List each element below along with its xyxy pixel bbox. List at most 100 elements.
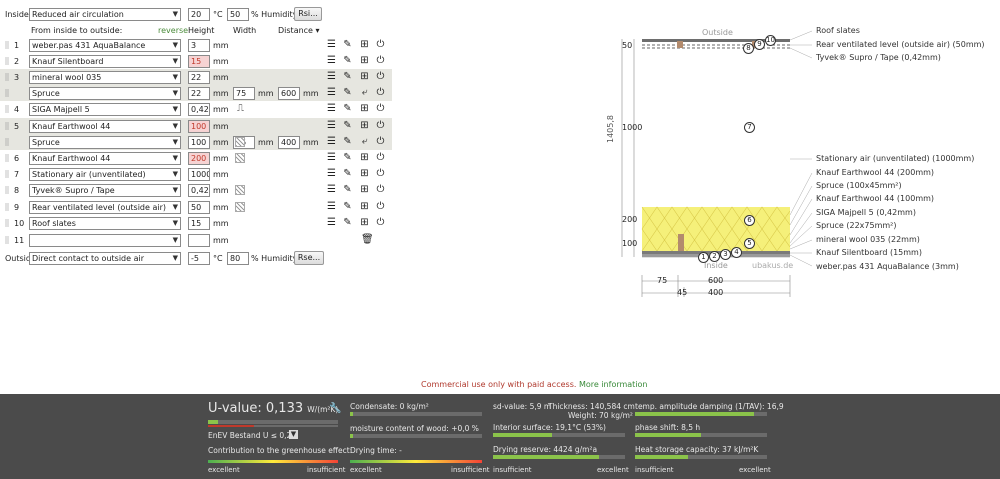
layer-width-input[interactable]: 75 xyxy=(233,87,255,100)
power-icon[interactable]: ⏻ xyxy=(376,39,385,50)
pencil-icon[interactable]: ✎ xyxy=(343,152,352,163)
pencil-icon[interactable]: ✎ xyxy=(343,184,352,195)
layer-material-select[interactable]: Tyvek® Supro / Tape ▼ xyxy=(29,184,181,197)
menu-icon[interactable]: ☰ xyxy=(327,152,336,163)
membrane-icon[interactable]: ⎍ xyxy=(237,103,244,114)
pencil-icon[interactable]: ✎ xyxy=(343,55,352,66)
drag-handle-icon[interactable] xyxy=(5,154,9,162)
layer-height-input[interactable]: 15 xyxy=(188,55,210,68)
insert-layer-icon[interactable]: ⊞ xyxy=(360,55,369,66)
distance-header[interactable]: Distance ▾ xyxy=(278,26,320,36)
layer-material-select[interactable]: Knauf Silentboard ▼ xyxy=(29,55,181,68)
texture-icon[interactable] xyxy=(235,202,245,212)
power-icon[interactable]: ⏻ xyxy=(376,152,385,163)
power-icon[interactable]: ⏻ xyxy=(376,87,385,98)
menu-icon[interactable]: ☰ xyxy=(327,168,336,179)
enev-dropdown-icon[interactable]: ▼ xyxy=(289,430,298,439)
inside-temp-input[interactable]: 20 xyxy=(188,8,210,21)
drag-handle-icon[interactable] xyxy=(5,57,9,65)
menu-icon[interactable]: ☰ xyxy=(327,201,336,212)
add-to-layer-icon[interactable]: ⤶ xyxy=(361,87,368,98)
more-information-link[interactable]: More information xyxy=(578,380,648,389)
insert-layer-icon[interactable]: ⊞ xyxy=(360,103,369,114)
layer-material-select[interactable]: Knauf Earthwool 44 ▼ xyxy=(29,152,181,165)
wrench-icon[interactable]: 🔧 xyxy=(329,403,342,414)
layer-material-select[interactable]: ▼ xyxy=(29,234,181,247)
layer-material-select[interactable]: Roof slates ▼ xyxy=(29,217,181,230)
inside-climate-select[interactable]: Reduced air circulation ▼ xyxy=(29,8,181,21)
menu-icon[interactable]: ☰ xyxy=(327,120,336,131)
drag-handle-icon[interactable] xyxy=(5,236,9,244)
layer-height-input[interactable]: 3 xyxy=(188,39,210,52)
insert-layer-icon[interactable]: ⊞ xyxy=(360,168,369,179)
layer-height-input[interactable]: 100 xyxy=(188,120,210,133)
outside-climate-select[interactable]: Direct contact to outside air ▼ xyxy=(29,252,181,265)
layer-height-input[interactable]: 0,42 xyxy=(188,184,210,197)
drag-handle-icon[interactable] xyxy=(5,89,9,97)
power-icon[interactable]: ⏻ xyxy=(376,201,385,212)
insert-layer-icon[interactable]: ⊞ xyxy=(360,152,369,163)
outside-humidity-input[interactable]: 80 xyxy=(227,252,249,265)
drag-handle-icon[interactable] xyxy=(5,122,9,130)
menu-icon[interactable]: ☰ xyxy=(327,55,336,66)
power-icon[interactable]: ⏻ xyxy=(376,184,385,195)
rsi-button[interactable]: Rsi... xyxy=(294,7,322,21)
layer-height-input[interactable]: 22 xyxy=(188,71,210,84)
layer-distance-input[interactable]: 600 xyxy=(278,87,300,100)
layer-distance-input[interactable]: 400 xyxy=(278,136,300,149)
reverse-link[interactable]: reverse xyxy=(158,26,189,35)
layer-height-input[interactable]: 15 xyxy=(188,217,210,230)
menu-icon[interactable]: ☰ xyxy=(327,136,336,147)
pencil-icon[interactable]: ✎ xyxy=(343,87,352,98)
power-icon[interactable]: ⏻ xyxy=(376,136,385,147)
power-icon[interactable]: ⏻ xyxy=(376,168,385,179)
drag-handle-icon[interactable] xyxy=(5,170,9,178)
layer-material-select[interactable]: weber.pas 431 AquaBalance ▼ xyxy=(29,39,181,52)
pencil-icon[interactable]: ✎ xyxy=(343,71,352,82)
layer-height-input[interactable]: 22 xyxy=(188,87,210,100)
power-icon[interactable]: ⏻ xyxy=(376,217,385,228)
insert-layer-icon[interactable]: ⊞ xyxy=(360,184,369,195)
pencil-icon[interactable]: ✎ xyxy=(343,217,352,228)
layer-material-select[interactable]: mineral wool 035 ▼ xyxy=(29,71,181,84)
drag-handle-icon[interactable] xyxy=(5,41,9,49)
add-to-layer-icon[interactable]: ⤶ xyxy=(361,136,368,147)
trash-icon[interactable]: 🗑 xyxy=(361,234,374,245)
drag-handle-icon[interactable] xyxy=(5,73,9,81)
layer-material-select[interactable]: Stationary air (unventilated) ▼ xyxy=(29,168,181,181)
texture-icon[interactable] xyxy=(235,153,245,163)
layer-material-select[interactable]: Rear ventilated level (outside air) ▼ xyxy=(29,201,181,214)
inside-humidity-input[interactable]: 50 xyxy=(227,8,249,21)
layer-height-input[interactable]: 0,42 xyxy=(188,103,210,116)
layer-material-select[interactable]: Knauf Earthwool 44 ▼ xyxy=(29,120,181,133)
layer-height-input[interactable]: 50 xyxy=(188,201,210,214)
layer-height-input[interactable] xyxy=(188,234,210,247)
pencil-icon[interactable]: ✎ xyxy=(343,168,352,179)
drag-handle-icon[interactable] xyxy=(5,203,9,211)
insert-layer-icon[interactable]: ⊞ xyxy=(360,217,369,228)
texture-icon[interactable] xyxy=(235,185,245,195)
insert-layer-icon[interactable]: ⊞ xyxy=(360,71,369,82)
menu-icon[interactable]: ☰ xyxy=(327,71,336,82)
pencil-icon[interactable]: ✎ xyxy=(343,103,352,114)
menu-icon[interactable]: ☰ xyxy=(327,87,336,98)
menu-icon[interactable]: ☰ xyxy=(327,39,336,50)
pencil-icon[interactable]: ✎ xyxy=(343,136,352,147)
pencil-icon[interactable]: ✎ xyxy=(343,39,352,50)
layer-height-input[interactable]: 100 xyxy=(188,136,210,149)
texture-icon[interactable] xyxy=(235,137,245,147)
power-icon[interactable]: ⏻ xyxy=(376,120,385,131)
outside-temp-input[interactable]: -5 xyxy=(188,252,210,265)
drag-handle-icon[interactable] xyxy=(5,219,9,227)
layer-material-select[interactable]: SIGA Majpell 5 ▼ xyxy=(29,103,181,116)
insert-layer-icon[interactable]: ⊞ xyxy=(360,120,369,131)
rse-button[interactable]: Rse... xyxy=(294,251,324,265)
layer-material-select[interactable]: Spruce ▼ xyxy=(29,87,181,100)
menu-icon[interactable]: ☰ xyxy=(327,103,336,114)
power-icon[interactable]: ⏻ xyxy=(376,55,385,66)
layer-height-input[interactable]: 200 xyxy=(188,152,210,165)
layer-height-input[interactable]: 1000 xyxy=(188,168,210,181)
layer-material-select[interactable]: Spruce ▼ xyxy=(29,136,181,149)
insert-layer-icon[interactable]: ⊞ xyxy=(360,39,369,50)
power-icon[interactable]: ⏻ xyxy=(376,71,385,82)
